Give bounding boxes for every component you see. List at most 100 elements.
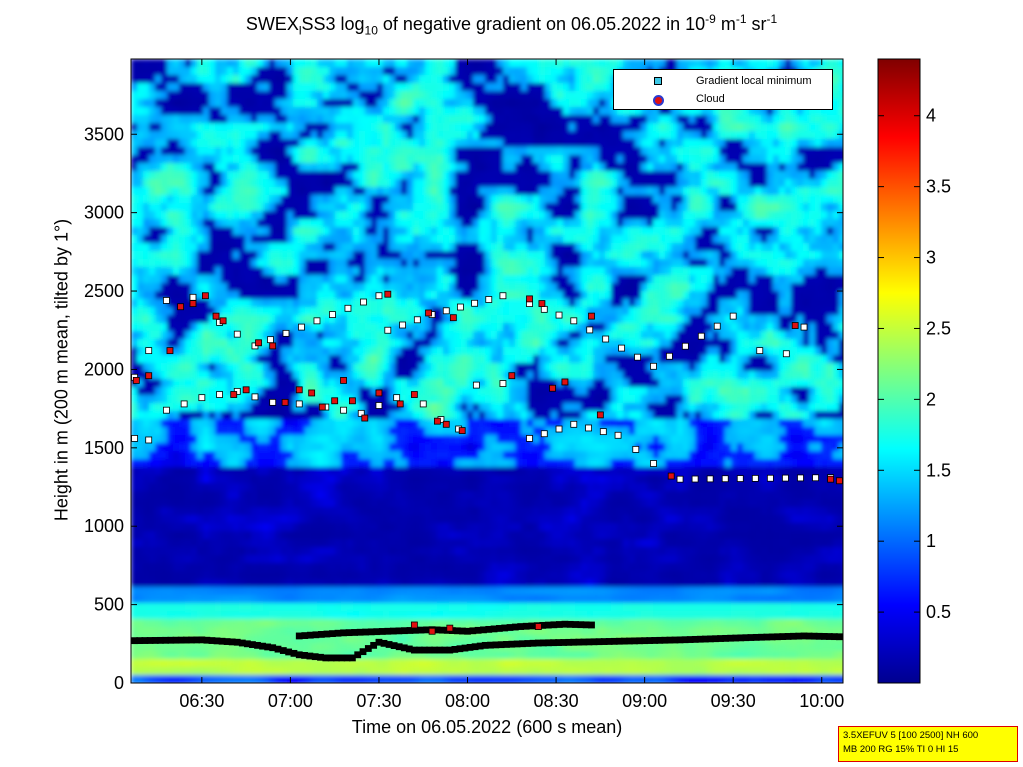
heatmap-cell — [311, 547, 318, 556]
heatmap-cell — [419, 251, 426, 260]
heatmap-cell — [185, 515, 192, 524]
heatmap-cell — [239, 395, 246, 404]
heatmap-cell — [233, 131, 240, 140]
heatmap-cell — [167, 411, 174, 420]
heatmap-cell — [353, 299, 360, 308]
heatmap-cell — [257, 99, 264, 108]
heatmap-cell — [299, 451, 306, 460]
heatmap-cell — [215, 539, 222, 548]
heatmap-cell — [371, 147, 378, 156]
heatmap-cell — [215, 595, 222, 604]
heatmap-cell — [401, 187, 408, 196]
heatmap-cell — [425, 507, 432, 516]
heatmap-cell — [191, 99, 198, 108]
heatmap-cell — [449, 515, 456, 524]
heatmap-cell — [203, 443, 210, 452]
heatmap-cell — [341, 75, 348, 84]
heatmap-cell — [137, 339, 144, 348]
heatmap-cell — [191, 195, 198, 204]
heatmap-cell — [179, 587, 186, 596]
heatmap-cell — [389, 635, 396, 644]
heatmap-cell — [305, 99, 312, 108]
heatmap-cell — [257, 259, 264, 268]
heatmap-cell — [455, 323, 462, 332]
heatmap-cell — [401, 227, 408, 236]
heatmap-cell — [365, 203, 372, 212]
heatmap-cell — [335, 371, 342, 380]
heatmap-cell — [329, 227, 336, 236]
heatmap-cell — [323, 451, 330, 460]
heatmap-cell — [179, 571, 186, 580]
heatmap-cell — [269, 467, 276, 476]
heatmap-cell — [485, 275, 492, 284]
heatmap-cell — [491, 75, 498, 84]
heatmap-cell — [467, 451, 474, 460]
heatmap-cell — [239, 251, 246, 260]
heatmap-cell — [419, 435, 426, 444]
heatmap-cell — [497, 59, 504, 68]
heatmap-cell — [395, 299, 402, 308]
heatmap-cell — [155, 147, 162, 156]
heatmap-cell — [323, 515, 330, 524]
heatmap-cell — [233, 563, 240, 572]
heatmap-cell — [509, 675, 516, 683]
heatmap-cell — [407, 355, 414, 364]
heatmap-cell — [515, 75, 522, 84]
heatmap-cell — [323, 283, 330, 292]
heatmap-cell — [455, 243, 462, 252]
heatmap-cell — [179, 611, 186, 620]
heatmap-cell — [167, 651, 174, 660]
heatmap-cell — [353, 379, 360, 388]
heatmap-cell — [491, 523, 498, 532]
heatmap-cell — [137, 259, 144, 268]
heatmap-cell — [425, 651, 432, 660]
heatmap-cell — [173, 75, 180, 84]
heatmap-cell — [233, 643, 240, 652]
heatmap-cell — [275, 387, 282, 396]
heatmap-cell — [197, 315, 204, 324]
heatmap-cell — [239, 91, 246, 100]
heatmap-cell — [131, 459, 138, 468]
heatmap-cell — [437, 411, 444, 420]
heatmap-cell — [197, 291, 204, 300]
heatmap-cell — [167, 459, 174, 468]
heatmap-cell — [395, 499, 402, 508]
heatmap-cell — [341, 291, 348, 300]
heatmap-cell — [449, 163, 456, 172]
heatmap-cell — [233, 555, 240, 564]
heatmap-cell — [443, 483, 450, 492]
heatmap-cell — [353, 603, 360, 612]
heatmap-cell — [245, 211, 252, 220]
heatmap-cell — [275, 251, 282, 260]
heatmap-cell — [305, 555, 312, 564]
heatmap-cell — [161, 555, 168, 564]
heatmap-cell — [281, 491, 288, 500]
heatmap-cell — [383, 251, 390, 260]
heatmap-cell — [149, 163, 156, 172]
heatmap-cell — [425, 523, 432, 532]
heatmap-cell — [161, 211, 168, 220]
heatmap-cell — [359, 163, 366, 172]
heatmap-cell — [347, 571, 354, 580]
heatmap-cell — [269, 667, 276, 676]
heatmap-cell — [263, 571, 270, 580]
heatmap-cell — [461, 251, 468, 260]
heatmap-cell — [269, 443, 276, 452]
heatmap-cell — [155, 459, 162, 468]
heatmap-cell — [305, 299, 312, 308]
heatmap-cell — [269, 595, 276, 604]
heatmap-cell — [299, 603, 306, 612]
heatmap-cell — [257, 515, 264, 524]
heatmap-cell — [149, 547, 156, 556]
heatmap-cell — [485, 531, 492, 540]
heatmap-cell — [359, 547, 366, 556]
heatmap-cell — [407, 515, 414, 524]
heatmap-cell — [407, 67, 414, 76]
heatmap-cell — [443, 219, 450, 228]
heatmap-cell — [299, 211, 306, 220]
heatmap-cell — [419, 555, 426, 564]
heatmap-cell — [269, 475, 276, 484]
heatmap-cell — [251, 171, 258, 180]
heatmap-cell — [221, 483, 228, 492]
